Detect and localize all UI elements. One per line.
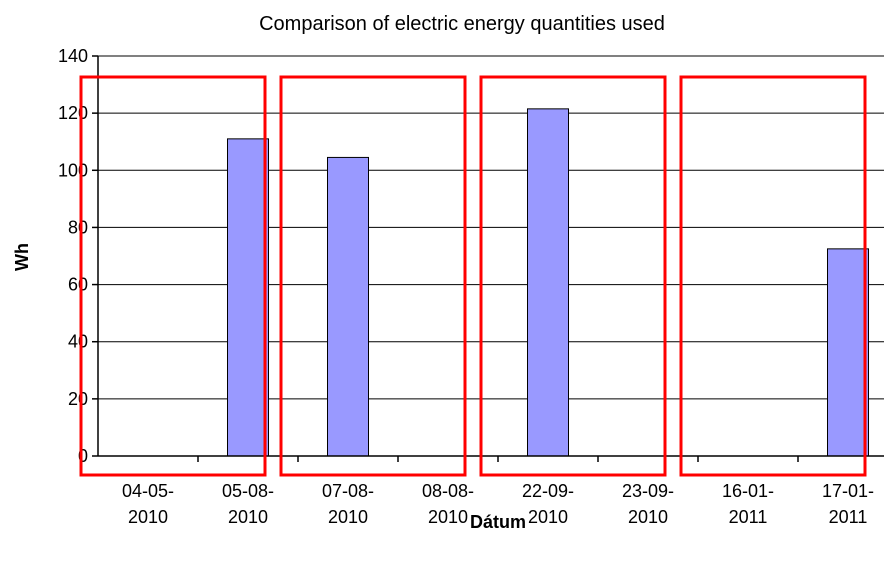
x-tick-label-7: 17-01-2011 [822, 481, 874, 527]
x-tick-label-4: 22-09-2010 [522, 481, 574, 527]
x-tick-labels: 04-05-2010 05-08-2010 07-08-2010 08-08-2010… [122, 481, 874, 527]
highlight-box-2 [479, 75, 667, 477]
bar-1 [227, 138, 269, 457]
x-tick-label-5: 23-09-2010 [622, 481, 674, 527]
x-axis-title: Dátum [470, 512, 526, 532]
y-tick-label-100: 100 [58, 160, 88, 180]
chart-title: Comparison of electric energy quantities… [259, 13, 665, 35]
x-tick-label-0: 04-05-2010 [122, 481, 174, 527]
highlight-box-0 [79, 75, 267, 477]
highlight-box-3 [679, 75, 867, 477]
highlight-boxes [79, 75, 867, 477]
bar-7 [827, 248, 869, 457]
y-tick-label-140: 140 [58, 46, 88, 66]
y-tick-labels: 0 20 40 60 80 100 120 140 [58, 46, 88, 466]
bar-2 [327, 156, 369, 457]
y-tick-label-40: 40 [68, 332, 88, 352]
bar-4 [527, 108, 569, 457]
axes [92, 55, 884, 462]
gridlines [98, 55, 884, 400]
y-tick-label-120: 120 [58, 103, 88, 123]
y-tick-label-20: 20 [68, 389, 88, 409]
x-tick-label-3: 08-08-2010 [422, 481, 474, 527]
x-tick-label-2: 07-08-2010 [322, 481, 374, 527]
bars [227, 108, 869, 457]
y-axis-title: Wh [12, 243, 32, 271]
y-tick-label-0: 0 [78, 446, 88, 466]
highlight-box-1 [279, 75, 467, 477]
x-tick-label-1: 05-08-2010 [222, 481, 274, 527]
y-tick-label-80: 80 [68, 217, 88, 237]
x-tick-label-6: 16-01-2011 [722, 481, 774, 527]
y-tick-label-60: 60 [68, 275, 88, 295]
